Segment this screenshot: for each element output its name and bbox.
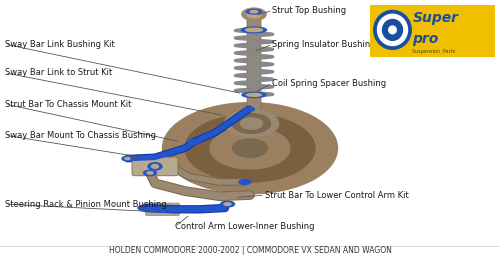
Text: Spring Insulator Bushing: Spring Insulator Bushing — [272, 40, 376, 49]
Text: Strut Bar To Chassis Mount Kit: Strut Bar To Chassis Mount Kit — [5, 100, 132, 108]
Circle shape — [389, 26, 396, 34]
Circle shape — [232, 139, 268, 157]
Text: Sway Bar Link to Strut Kit: Sway Bar Link to Strut Kit — [5, 68, 112, 77]
Ellipse shape — [122, 156, 133, 161]
Circle shape — [152, 165, 158, 168]
Ellipse shape — [244, 107, 254, 111]
Ellipse shape — [250, 11, 258, 13]
Ellipse shape — [239, 180, 251, 184]
Ellipse shape — [242, 27, 266, 33]
Circle shape — [148, 163, 162, 170]
Circle shape — [240, 118, 262, 129]
Text: pro: pro — [412, 32, 439, 46]
Ellipse shape — [242, 92, 266, 98]
Ellipse shape — [246, 94, 262, 96]
Ellipse shape — [144, 170, 156, 176]
Text: Steering Rack & Pinion Mount Bushing: Steering Rack & Pinion Mount Bushing — [5, 200, 167, 209]
Circle shape — [246, 10, 262, 18]
Text: Sway Bar Link Bushing Kit: Sway Bar Link Bushing Kit — [5, 40, 115, 49]
Text: Super: Super — [412, 11, 459, 25]
Circle shape — [378, 14, 408, 46]
Circle shape — [374, 10, 411, 49]
Circle shape — [156, 206, 168, 212]
Text: Strut Bar To Lower Control Arm Kit: Strut Bar To Lower Control Arm Kit — [265, 191, 409, 199]
Circle shape — [185, 114, 315, 182]
Ellipse shape — [246, 9, 262, 14]
FancyBboxPatch shape — [247, 12, 261, 126]
Circle shape — [242, 8, 266, 21]
Circle shape — [224, 109, 279, 138]
Ellipse shape — [125, 158, 130, 160]
Ellipse shape — [224, 203, 231, 205]
FancyBboxPatch shape — [368, 3, 498, 60]
Circle shape — [382, 20, 402, 40]
Text: Control Arm Lower-Inner Bushing: Control Arm Lower-Inner Bushing — [175, 222, 314, 231]
Ellipse shape — [138, 205, 152, 211]
Text: Coil Spring Spacer Bushing: Coil Spring Spacer Bushing — [272, 79, 386, 88]
Text: HOLDEN COMMODORE 2000-2002 | COMMODORE VX SEDAN AND WAGON: HOLDEN COMMODORE 2000-2002 | COMMODORE V… — [108, 246, 392, 255]
Ellipse shape — [220, 201, 234, 207]
Text: Sway Bar Mount To Chassis Bushing: Sway Bar Mount To Chassis Bushing — [5, 131, 156, 140]
Text: Suspension  Parts: Suspension Parts — [412, 49, 456, 55]
Ellipse shape — [147, 172, 153, 174]
Circle shape — [162, 103, 338, 194]
Circle shape — [210, 127, 290, 169]
Ellipse shape — [188, 140, 200, 144]
FancyBboxPatch shape — [132, 157, 178, 176]
Circle shape — [232, 114, 270, 133]
Text: Strut Top Bushing: Strut Top Bushing — [272, 6, 346, 15]
FancyBboxPatch shape — [146, 203, 180, 216]
Ellipse shape — [246, 28, 262, 32]
